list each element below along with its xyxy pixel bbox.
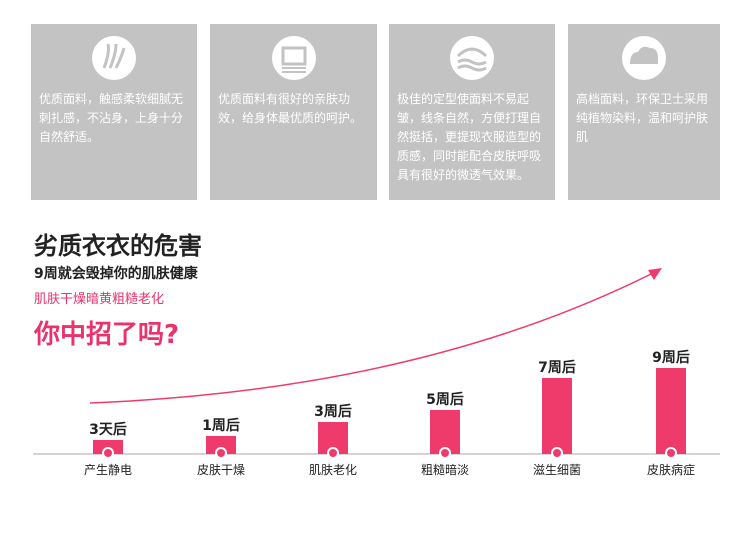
feature-card: 极佳的定型使面料不易起皱，线条自然，方便打理自然挺括，更提现衣服造型的质感，同时… [389, 24, 555, 200]
bar [206, 436, 236, 454]
trend-arrow [89, 271, 656, 404]
time-label: 1周后 [202, 417, 240, 434]
icon [92, 36, 136, 80]
bar-dot [327, 447, 339, 459]
feature-card: 优质面料，触感柔软细腻无刺扎感，不沾身，上身十分自然舒适。 [31, 24, 197, 200]
x-tick-label: 粗糙暗淡 [421, 462, 469, 477]
x-tick-label: 肌肤老化 [309, 462, 357, 477]
icon [271, 36, 316, 80]
time-label: 3周后 [314, 403, 352, 420]
card-text: 优质面料有很好的亲肤功效，给身体最优质的呵护。 [218, 92, 363, 125]
title: 劣质衣衣的危害 [34, 232, 202, 260]
bar [542, 378, 572, 454]
arrow-head [648, 268, 662, 280]
time-label: 5周后 [426, 391, 464, 408]
bar-dot [215, 447, 227, 459]
bar-dot [439, 447, 451, 459]
tagline: 肌肤干燥暗黄粗糙老化 [34, 292, 165, 307]
feature-card: 高档面料，环保卫士采用纯植物染料，温和呵护肤肌 [568, 24, 720, 200]
icon [450, 36, 494, 80]
card-text: 高档面料，环保卫士采用纯植物染料，温和呵护肤肌 [576, 92, 709, 144]
bar-dot [551, 447, 563, 459]
subtitle: 9周就会毁掉你的肌肤健康 [34, 266, 198, 282]
time-label: 9周后 [652, 349, 690, 366]
x-tick-label: 滋生细菌 [533, 463, 581, 477]
bar [430, 410, 460, 454]
bar-dot [665, 447, 677, 459]
bar-dot [102, 447, 114, 459]
time-label: 3天后 [89, 421, 127, 438]
question: 你中招了吗? [34, 320, 180, 350]
x-tick-label: 皮肤病症 [647, 462, 695, 477]
x-tick-label: 产生静电 [84, 463, 132, 477]
feature-card: 优质面料有很好的亲肤功效，给身体最优质的呵护。 [210, 24, 377, 200]
time-label: 7周后 [538, 359, 576, 376]
card-text: 优质面料，触感柔软细腻无刺扎感，不沾身，上身十分自然舒适。 [39, 92, 184, 144]
icon [622, 36, 666, 80]
x-tick-label: 皮肤干燥 [197, 462, 245, 477]
bar [656, 368, 686, 454]
card-text: 极佳的定型使面料不易起皱，线条自然，方便打理自然挺括，更提现衣服造型的质感，同时… [397, 92, 542, 182]
